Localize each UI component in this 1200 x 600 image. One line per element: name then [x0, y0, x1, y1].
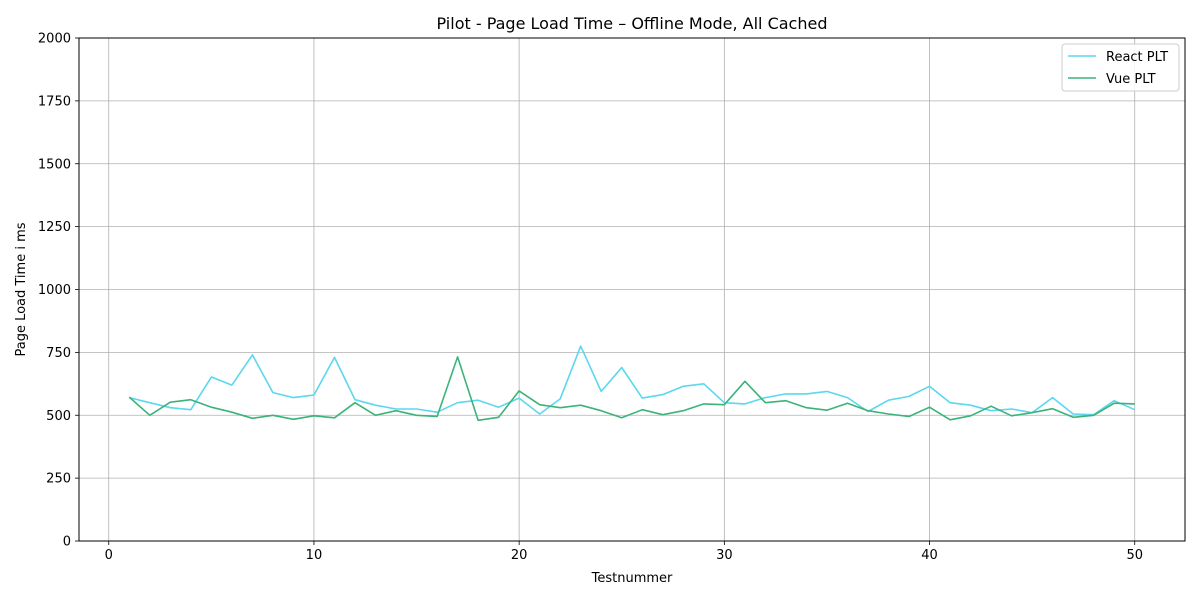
- chart-title: Pilot - Page Load Time – Offline Mode, A…: [437, 14, 828, 33]
- legend-label-react: React PLT: [1106, 50, 1168, 65]
- y-tick-label: 500: [46, 409, 71, 424]
- x-tick-label: 20: [511, 548, 528, 563]
- x-tick-label: 30: [716, 548, 733, 563]
- y-tick-label: 1000: [38, 283, 71, 298]
- y-axis-label: Page Load Time i ms: [14, 222, 29, 356]
- y-tick-label: 1500: [38, 157, 71, 172]
- x-axis-label: Testnummer: [591, 571, 673, 586]
- x-tick-label: 0: [105, 548, 113, 563]
- y-tick-label: 1750: [38, 94, 71, 109]
- legend: React PLT Vue PLT: [1061, 43, 1180, 92]
- grid-lines: [79, 37, 1185, 542]
- x-tick-label: 50: [1126, 548, 1143, 563]
- series-lines: [128, 345, 1136, 422]
- y-tick-label: 250: [46, 472, 71, 487]
- x-tick-label: 10: [306, 548, 323, 563]
- y-tick-label: 2000: [38, 32, 71, 47]
- legend-label-vue: Vue PLT: [1106, 72, 1156, 87]
- y-tick-label: 750: [46, 346, 71, 361]
- y-tick-label: 1250: [38, 220, 71, 235]
- axis-ticks: 0 10 20 30 40 5002505007501000125015001750200…: [38, 32, 1143, 564]
- series-line-0: [129, 345, 1136, 416]
- y-tick-label: 0: [63, 535, 71, 550]
- series-line-1: [128, 356, 1135, 422]
- x-tick-label: 40: [921, 548, 938, 563]
